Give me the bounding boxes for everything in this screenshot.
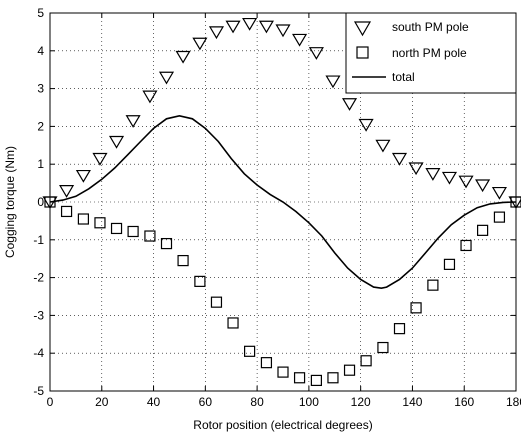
north-pole-point xyxy=(443,258,456,270)
x-tick-label: 60 xyxy=(199,395,213,409)
y-tick-label: 4 xyxy=(37,44,44,58)
y-axis-title: Cogging torque (Nm) xyxy=(3,146,17,258)
legend-item-south: south PM pole xyxy=(353,20,469,37)
y-tick-label: -2 xyxy=(33,271,44,285)
x-tick-label: 180 xyxy=(506,395,521,409)
north-pole-point xyxy=(410,302,422,314)
y-tick-label: 5 xyxy=(37,6,44,20)
north-pole-point xyxy=(360,355,372,367)
south-pole-point xyxy=(475,179,491,193)
north-pole-point xyxy=(477,224,489,236)
x-tick-label: 40 xyxy=(147,395,161,409)
south-pole-point xyxy=(375,139,391,153)
south-pole-point xyxy=(208,26,225,40)
y-tick-label: -3 xyxy=(33,308,44,322)
north-pole-point xyxy=(427,279,439,291)
y-tick-label: 3 xyxy=(37,82,44,96)
total-torque-line xyxy=(49,114,517,290)
triangle-down-marker-icon xyxy=(353,21,372,37)
x-axis-title: Rotor position (electrical degrees) xyxy=(193,418,372,432)
y-tick-label: -4 xyxy=(33,346,44,360)
north-pole-point xyxy=(393,323,406,335)
south-pole-point xyxy=(341,98,358,111)
north-pole-point xyxy=(293,372,306,384)
north-pole-point xyxy=(327,372,339,384)
y-tick-label: 1 xyxy=(37,157,44,171)
legend-label-south: south PM pole xyxy=(392,20,469,34)
south-pole-point xyxy=(458,175,474,189)
south-pole-point xyxy=(175,50,191,64)
x-tick-label: 100 xyxy=(299,395,319,409)
south-pole-point xyxy=(358,118,374,132)
x-tick-label: 160 xyxy=(454,395,474,409)
south-pole-point xyxy=(292,33,308,47)
south-pole-point xyxy=(59,185,75,198)
north-pole-point xyxy=(277,366,289,378)
south-pole-point xyxy=(192,37,208,51)
south-pole-point xyxy=(258,20,274,34)
south-pole-point xyxy=(92,152,108,166)
north-pole-point xyxy=(377,341,389,354)
legend-item-total: total xyxy=(352,70,415,84)
tick-labels: 0 20 40 60 80 100 120 140 160 180 -5 -4 -3 -2 -1 0 1 2 3 4 5 xyxy=(33,6,521,409)
y-tick-label: -5 xyxy=(33,384,44,398)
north-pole-point xyxy=(110,222,123,235)
south-pole-point xyxy=(225,20,241,34)
south-pole-point xyxy=(391,152,408,166)
x-tick-label: 20 xyxy=(95,395,109,409)
north-pole-point xyxy=(493,211,506,223)
y-tick-label: 0 xyxy=(37,195,44,209)
x-tick-label: 0 xyxy=(47,395,54,409)
south-pole-point xyxy=(108,135,125,149)
x-tick-label: 80 xyxy=(250,395,264,409)
south-pole-point xyxy=(408,162,424,176)
north-pole-point xyxy=(94,217,106,229)
legend-box xyxy=(345,12,517,94)
north-pole-point xyxy=(460,239,472,252)
north-pole-point xyxy=(127,225,139,238)
south-pole-point xyxy=(275,24,291,38)
north-pole-point xyxy=(210,296,223,308)
square-marker-icon xyxy=(356,46,369,59)
south-pole-point xyxy=(242,17,258,31)
y-tick-label: 2 xyxy=(37,119,44,133)
north-pole-point xyxy=(310,374,322,387)
south-pole-point xyxy=(125,115,141,128)
south-pole-point xyxy=(142,90,158,104)
x-tick-label: 140 xyxy=(402,395,422,409)
north-pole-point xyxy=(194,275,206,287)
north-pole-point xyxy=(260,357,273,369)
legend: south PM pole north PM pole total xyxy=(345,12,517,94)
south-pole-point xyxy=(75,169,91,183)
legend-item-north: north PM pole xyxy=(356,46,467,60)
legend-label-north: north PM pole xyxy=(392,46,467,60)
north-pole-point xyxy=(60,205,73,218)
south-pole-point xyxy=(491,186,507,200)
north-pole-point xyxy=(160,237,173,250)
north-pole-point xyxy=(144,230,156,242)
y-tick-label: -1 xyxy=(33,233,44,247)
north-pole-point xyxy=(177,254,189,267)
south-pole-point xyxy=(441,171,458,185)
south-pole-point xyxy=(308,47,324,60)
north-pole-point xyxy=(77,213,89,225)
north-pole-point xyxy=(343,364,356,376)
south-pole-point xyxy=(158,71,175,85)
south-pole-point xyxy=(325,75,341,89)
legend-label-total: total xyxy=(392,70,415,84)
north-pole-point xyxy=(244,345,256,357)
x-tick-label: 120 xyxy=(351,395,371,409)
north-pole-point xyxy=(227,317,239,329)
south-pole-point xyxy=(425,168,441,181)
